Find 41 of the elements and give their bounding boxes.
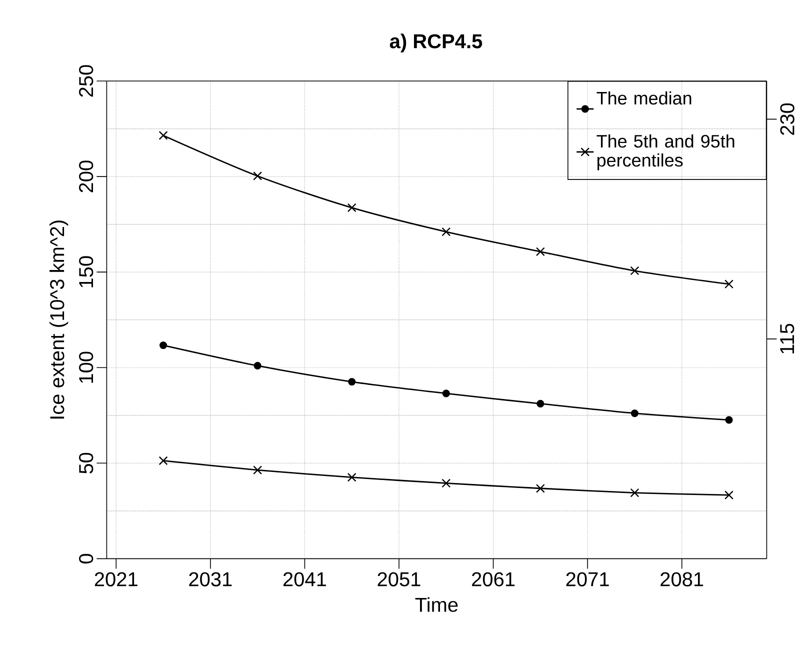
y-tick-label: 250: [79, 65, 94, 97]
x-tick-label: 2071: [566, 572, 609, 586]
point: [347, 203, 356, 212]
x-axis-title: Time: [415, 597, 458, 612]
point: [253, 466, 262, 475]
y-tick-label: 200: [79, 160, 94, 192]
x-tick-label: 2041: [283, 572, 326, 586]
x-tick-label: 2031: [189, 572, 232, 586]
point: [347, 472, 356, 482]
point: [630, 409, 638, 418]
legend-label: The median: [596, 91, 692, 105]
chart-title: a) RCP4.5: [390, 34, 482, 52]
point: [158, 130, 168, 140]
point: [348, 378, 356, 386]
x-tick-label: 2081: [660, 572, 704, 586]
point: [442, 478, 451, 488]
point: [536, 484, 545, 493]
point: [158, 456, 168, 466]
y-tick-label: 100: [79, 352, 94, 383]
y-tick-label: 150: [79, 256, 94, 288]
point: [536, 247, 545, 256]
point: [536, 400, 544, 408]
x-tick-label: 2021: [94, 572, 138, 586]
y-tick-label: 0: [79, 554, 94, 564]
point: [442, 390, 450, 398]
x-tick-label: 2051: [378, 572, 420, 586]
point: [725, 416, 733, 424]
x-tick-label: 2061: [472, 572, 515, 586]
y2-tick-label: 115: [780, 324, 794, 354]
point: [724, 280, 734, 289]
point: [724, 490, 734, 500]
point: [442, 227, 451, 236]
y2-tick-label: 230: [780, 103, 794, 135]
point: [159, 341, 168, 350]
y-axis-title: Ice extent (10^3 km^2): [50, 220, 68, 419]
legend-label: The 5th and 95th percentiles: [596, 134, 734, 170]
point: [630, 266, 640, 276]
point: [253, 171, 262, 180]
point: [630, 488, 640, 498]
y-tick-label: 50: [79, 452, 94, 474]
point: [254, 362, 262, 370]
